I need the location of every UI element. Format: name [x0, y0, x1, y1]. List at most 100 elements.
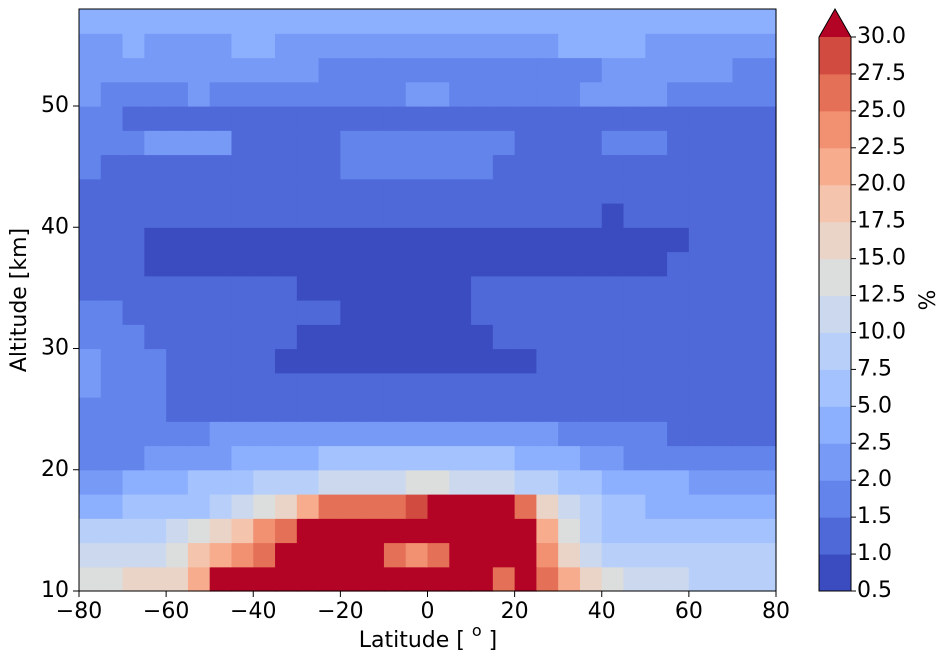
heatmap-cell: [558, 178, 581, 204]
heatmap-cell: [383, 130, 407, 156]
heatmap-cell: [100, 421, 124, 447]
x-tick-label: 40: [588, 599, 616, 624]
heatmap-cell: [231, 154, 254, 180]
heatmap-cell: [405, 106, 429, 131]
heatmap-cell: [296, 300, 320, 325]
heatmap-cell: [492, 397, 516, 422]
heatmap-cell: [754, 227, 777, 253]
heatmap-cell: [579, 251, 603, 277]
heatmap-cell: [427, 397, 450, 422]
heatmap-cell: [732, 57, 755, 83]
heatmap-cell: [362, 494, 385, 519]
colorbar-segment: [819, 369, 851, 407]
heatmap-cell: [231, 251, 254, 277]
heatmap-cell: [318, 251, 341, 277]
heatmap-cell: [231, 227, 254, 253]
heatmap-cell: [514, 324, 538, 350]
heatmap-cell: [209, 275, 233, 301]
heatmap-cell: [623, 33, 646, 59]
heatmap-cell: [623, 203, 646, 228]
heatmap-cell: [710, 81, 734, 107]
heatmap-cell: [296, 275, 320, 301]
heatmap-cell: [667, 178, 690, 204]
heatmap-cell: [688, 178, 712, 204]
heatmap-cell: [166, 130, 189, 156]
heatmap-cell: [166, 518, 189, 544]
heatmap-cell: [187, 57, 211, 83]
colorbar-tick-label: 27.5: [857, 61, 906, 86]
heatmap-cell: [340, 130, 363, 156]
heatmap-cell: [754, 324, 777, 350]
heatmap-cell: [688, 348, 712, 374]
heatmap-cell: [340, 106, 363, 131]
heatmap-cell: [144, 397, 167, 422]
heatmap-cell: [558, 81, 581, 107]
heatmap-cell: [79, 106, 102, 131]
heatmap-cell: [296, 445, 320, 471]
heatmap-cell: [710, 372, 734, 398]
heatmap-cell: [231, 445, 254, 471]
heatmap-cell: [558, 372, 581, 398]
heatmap-cell: [100, 9, 124, 34]
heatmap-cell: [558, 130, 581, 156]
heatmap-cell: [362, 445, 385, 471]
heatmap-cell: [383, 494, 407, 519]
heatmap-cell: [688, 372, 712, 398]
heatmap-cell: [427, 421, 450, 447]
colorbar-segment: [819, 443, 851, 481]
heatmap-cell: [710, 494, 734, 519]
heatmap-cell: [340, 324, 363, 350]
heatmap-cell: [187, 203, 211, 228]
heatmap-cell: [383, 445, 407, 471]
heatmap-cell: [623, 445, 646, 471]
heatmap-cell: [144, 227, 167, 253]
heatmap-cell: [623, 324, 646, 350]
heatmap-cell: [601, 518, 625, 544]
heatmap-cell: [645, 300, 668, 325]
heatmap-cell: [383, 421, 407, 447]
colorbar-segment: [819, 480, 851, 518]
heatmap-cell: [144, 251, 167, 277]
heatmap-cell: [144, 348, 167, 374]
heatmap-cell: [601, 348, 625, 374]
heatmap-cell: [253, 106, 276, 131]
heatmap-cell: [405, 227, 429, 253]
colorbar-extend: [819, 9, 851, 37]
heatmap-cell: [427, 469, 450, 495]
heatmap-cell: [536, 57, 559, 83]
heatmap-cell: [231, 57, 254, 83]
heatmap-cell: [100, 81, 124, 107]
heatmap-cell: [383, 518, 407, 544]
heatmap-cell: [514, 348, 538, 374]
heatmap-cell: [492, 518, 516, 544]
heatmap-cell: [449, 130, 472, 156]
heatmap-cell: [166, 275, 189, 301]
heatmap-cell: [253, 81, 276, 107]
heatmap-cell: [340, 300, 363, 325]
heatmap-cell: [688, 203, 712, 228]
heatmap-cell: [558, 251, 581, 277]
heatmap-cell: [688, 324, 712, 350]
heatmap-cell: [383, 348, 407, 374]
heatmap-cell: [100, 57, 124, 83]
heatmap-cell: [471, 227, 494, 253]
heatmap-cell: [275, 130, 298, 156]
heatmap-cell: [122, 275, 145, 301]
x-label-sup: o: [472, 621, 482, 640]
heatmap-cell: [340, 518, 363, 544]
heatmap-cell: [318, 397, 341, 422]
heatmap-cell: [754, 81, 777, 107]
heatmap-cell: [122, 203, 145, 228]
heatmap-cell: [754, 130, 777, 156]
heatmap-cell: [471, 348, 494, 374]
heatmap-cell: [253, 130, 276, 156]
heatmap-cell: [710, 421, 734, 447]
heatmap-cell: [514, 397, 538, 422]
x-tick-label: 60: [675, 599, 703, 624]
heatmap-cell: [732, 348, 755, 374]
heatmap-cell: [187, 227, 211, 253]
heatmap-cell: [427, 33, 450, 59]
heatmap-cell: [122, 300, 145, 325]
colorbar-tick-label: 1.0: [857, 541, 892, 566]
heatmap-cell: [253, 445, 276, 471]
